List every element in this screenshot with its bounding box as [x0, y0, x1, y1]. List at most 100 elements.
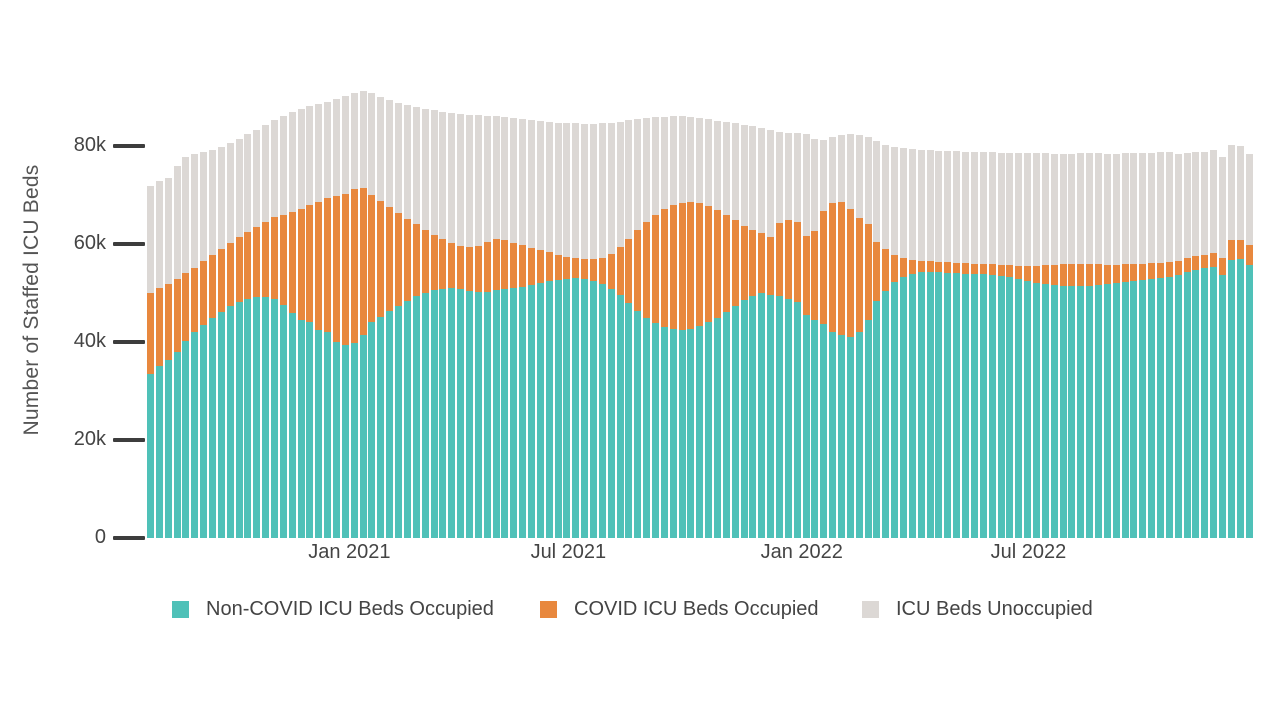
bar[interactable] [527, 119, 535, 538]
bar[interactable] [891, 147, 899, 538]
bar[interactable] [448, 112, 456, 538]
bar[interactable] [563, 122, 571, 538]
bar[interactable] [758, 128, 766, 538]
bar[interactable] [1174, 154, 1182, 538]
bar[interactable] [1201, 151, 1209, 538]
bar[interactable] [696, 117, 704, 538]
bar[interactable] [368, 93, 376, 538]
bar[interactable] [421, 108, 429, 538]
bar[interactable] [714, 120, 721, 538]
bar[interactable] [873, 141, 881, 538]
bar[interactable] [1050, 153, 1058, 538]
bar[interactable] [315, 104, 323, 538]
bar[interactable] [660, 116, 668, 538]
bar[interactable] [1130, 153, 1138, 538]
bar[interactable] [687, 116, 695, 538]
bar[interactable] [767, 130, 775, 538]
bar[interactable] [483, 115, 491, 538]
bar[interactable] [545, 121, 553, 538]
bar[interactable] [350, 92, 358, 538]
bar[interactable] [147, 186, 154, 538]
bar[interactable] [395, 102, 403, 538]
bar[interactable] [598, 123, 606, 538]
bar[interactable] [235, 138, 243, 538]
bar[interactable] [191, 154, 199, 538]
bar[interactable] [572, 123, 580, 538]
legend-item-unoccupied[interactable]: ICU Beds Unoccupied [862, 598, 1093, 621]
bar[interactable] [1139, 152, 1147, 538]
bar[interactable] [625, 120, 633, 538]
bar[interactable] [864, 137, 872, 538]
bar[interactable] [253, 129, 261, 538]
bar[interactable] [306, 106, 314, 538]
bar[interactable] [1227, 145, 1235, 538]
bar[interactable] [705, 119, 713, 538]
bar[interactable] [634, 119, 642, 538]
bar[interactable] [1192, 152, 1200, 538]
bar[interactable] [1156, 152, 1164, 538]
bar[interactable] [403, 105, 411, 538]
bar[interactable] [829, 137, 837, 538]
bar[interactable] [1024, 153, 1032, 538]
bar[interactable] [669, 116, 677, 538]
bar[interactable] [1086, 153, 1094, 538]
bar[interactable] [1059, 153, 1067, 538]
bar[interactable] [288, 111, 296, 538]
bar[interactable] [217, 147, 225, 538]
bar[interactable] [1183, 153, 1191, 538]
bar[interactable] [988, 152, 996, 538]
legend-item-covid[interactable]: COVID ICU Beds Occupied [540, 598, 819, 621]
bar[interactable] [536, 120, 544, 538]
bar[interactable] [554, 122, 562, 538]
bar[interactable] [776, 132, 784, 538]
bar[interactable] [793, 133, 801, 538]
bar[interactable] [182, 156, 190, 538]
bar[interactable] [1245, 153, 1253, 538]
bar[interactable] [244, 134, 252, 538]
bar[interactable] [297, 108, 305, 538]
bar[interactable] [997, 152, 1005, 538]
bar[interactable] [643, 118, 651, 538]
bar[interactable] [1112, 153, 1120, 538]
bar[interactable] [465, 114, 473, 538]
bar[interactable] [386, 99, 394, 538]
bar[interactable] [962, 151, 970, 538]
bar[interactable] [377, 96, 385, 538]
bar[interactable] [1218, 156, 1226, 538]
bar[interactable] [1068, 153, 1076, 538]
bar[interactable] [900, 148, 908, 538]
bar[interactable] [1015, 153, 1023, 538]
bar[interactable] [226, 143, 234, 538]
bar[interactable] [341, 95, 349, 538]
bar[interactable] [722, 122, 730, 538]
bar[interactable] [200, 152, 208, 538]
bar[interactable] [784, 133, 792, 538]
bar[interactable] [820, 140, 828, 538]
bar[interactable] [926, 150, 934, 538]
bar[interactable] [510, 117, 518, 538]
bar[interactable] [324, 101, 332, 538]
bar[interactable] [271, 120, 279, 538]
bar[interactable] [589, 123, 597, 538]
bar[interactable] [970, 151, 978, 538]
bar[interactable] [1094, 153, 1102, 538]
bar[interactable] [1103, 153, 1111, 538]
bar[interactable] [917, 149, 925, 538]
bar[interactable] [1041, 153, 1049, 538]
bar[interactable] [846, 133, 854, 538]
bar[interactable] [731, 123, 739, 538]
bar[interactable] [501, 116, 509, 538]
bar[interactable] [607, 122, 615, 538]
bar[interactable] [164, 177, 172, 538]
bar[interactable] [412, 107, 420, 538]
bar[interactable] [173, 165, 181, 538]
legend-item-non-covid[interactable]: Non-COVID ICU Beds Occupied [172, 598, 494, 621]
bar[interactable] [953, 151, 961, 538]
bar[interactable] [209, 149, 217, 538]
bar[interactable] [855, 134, 863, 538]
bar[interactable] [1032, 153, 1040, 538]
bar[interactable] [740, 124, 748, 538]
bar[interactable] [979, 152, 987, 538]
bar[interactable] [1148, 152, 1156, 538]
bar[interactable] [262, 124, 270, 538]
